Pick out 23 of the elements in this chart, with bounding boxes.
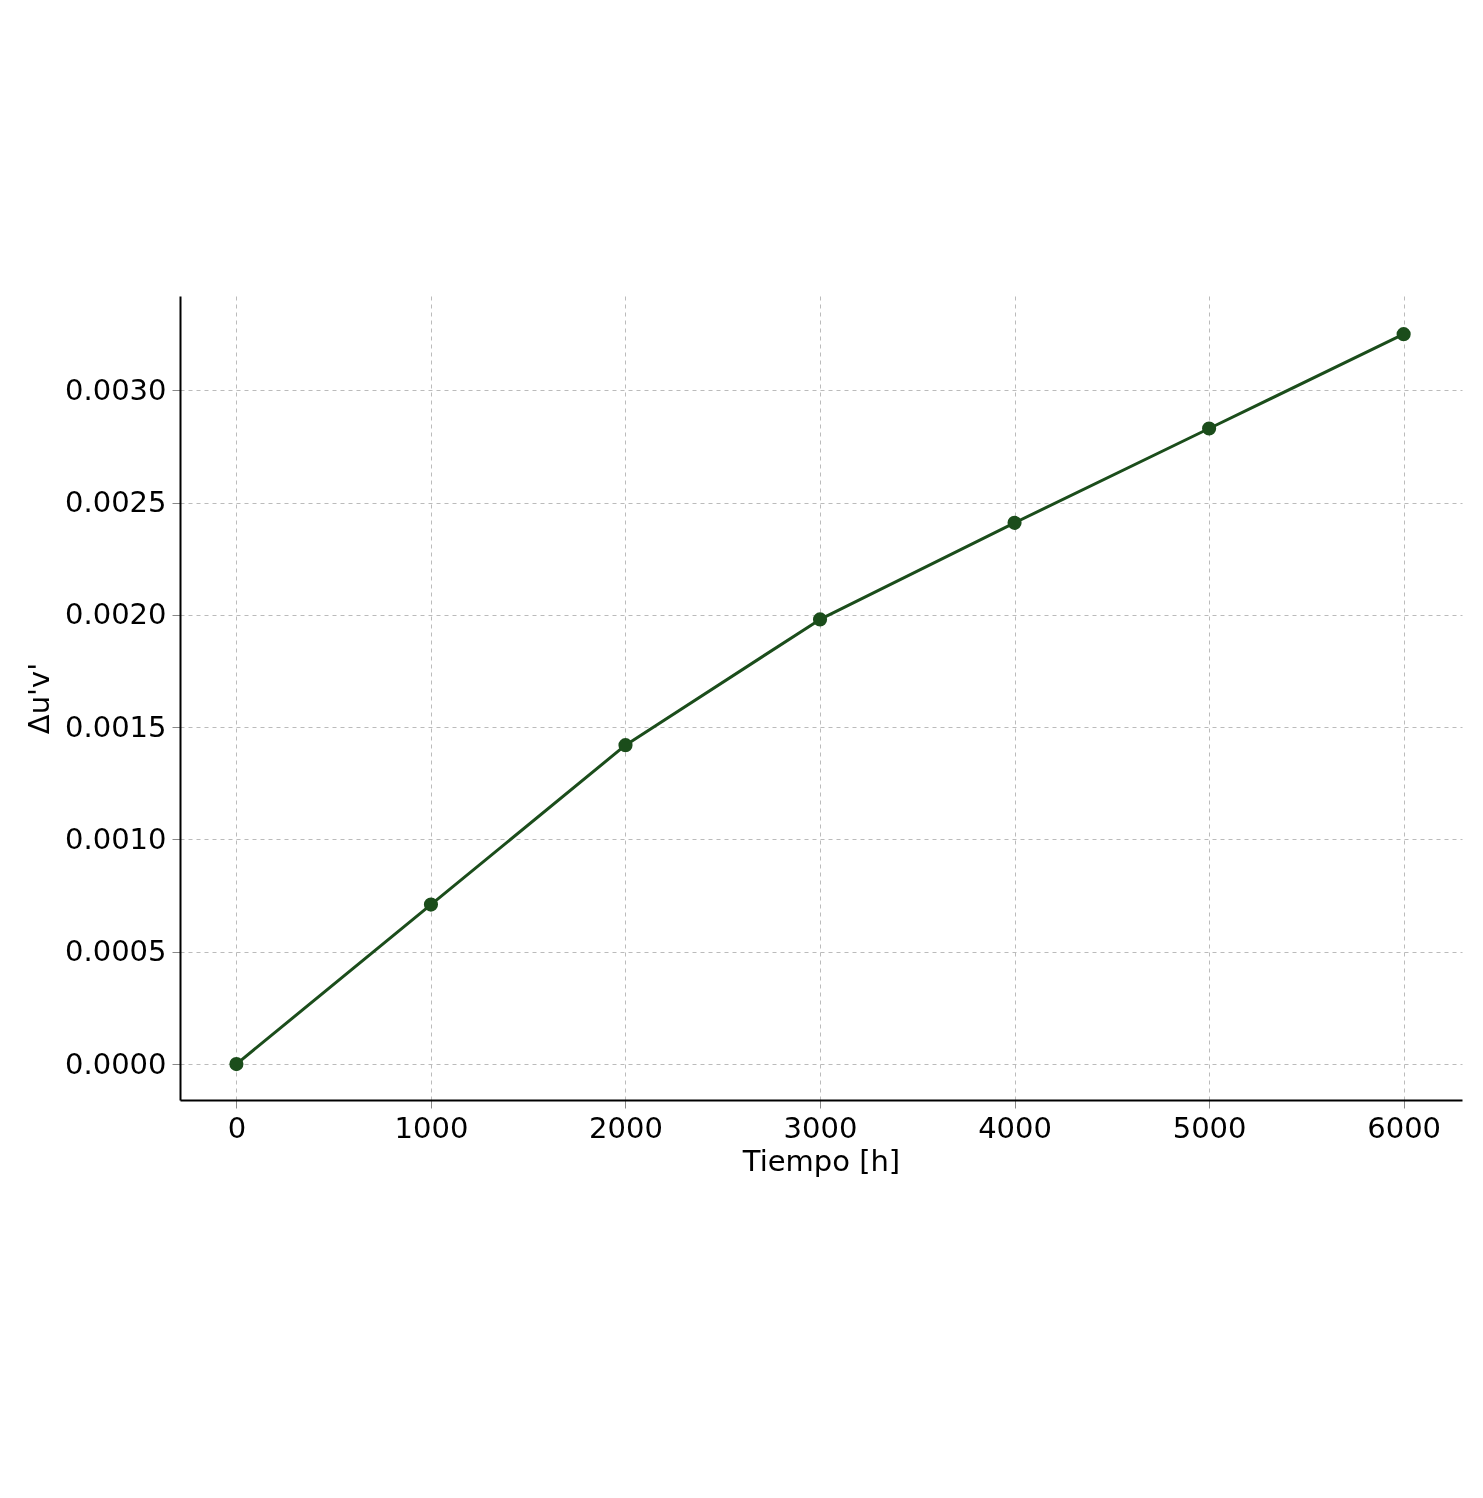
y-tick-label: 0.0030 <box>65 372 167 407</box>
y-tick-label: 0.0000 <box>65 1046 167 1081</box>
y-axis-title: Δu'v' <box>22 662 57 735</box>
y-tick-label: 0.0015 <box>65 709 167 744</box>
x-tick-label: 6000 <box>1367 1110 1442 1145</box>
point <box>812 612 828 627</box>
x-tick-label: 5000 <box>1172 1110 1247 1145</box>
x-axis-title: Tiempo [h] <box>741 1143 901 1178</box>
x-tick-label: 2000 <box>589 1110 663 1145</box>
x-tick-label: 0 <box>227 1110 247 1145</box>
y-tick-label: 0.0025 <box>65 485 167 520</box>
y-tick-label: 0.0020 <box>65 597 167 632</box>
point <box>229 1057 244 1072</box>
x-tick-label: 1000 <box>394 1110 469 1145</box>
point <box>618 738 633 753</box>
x-tick-label: 3000 <box>783 1110 858 1145</box>
point <box>1007 515 1022 530</box>
y-tick-label: 0.0005 <box>65 934 167 969</box>
point <box>423 897 439 912</box>
x-tick-label: 4000 <box>978 1110 1052 1145</box>
point <box>1202 421 1217 436</box>
y-tick-label: 0.0010 <box>65 821 167 856</box>
point <box>1396 327 1411 342</box>
